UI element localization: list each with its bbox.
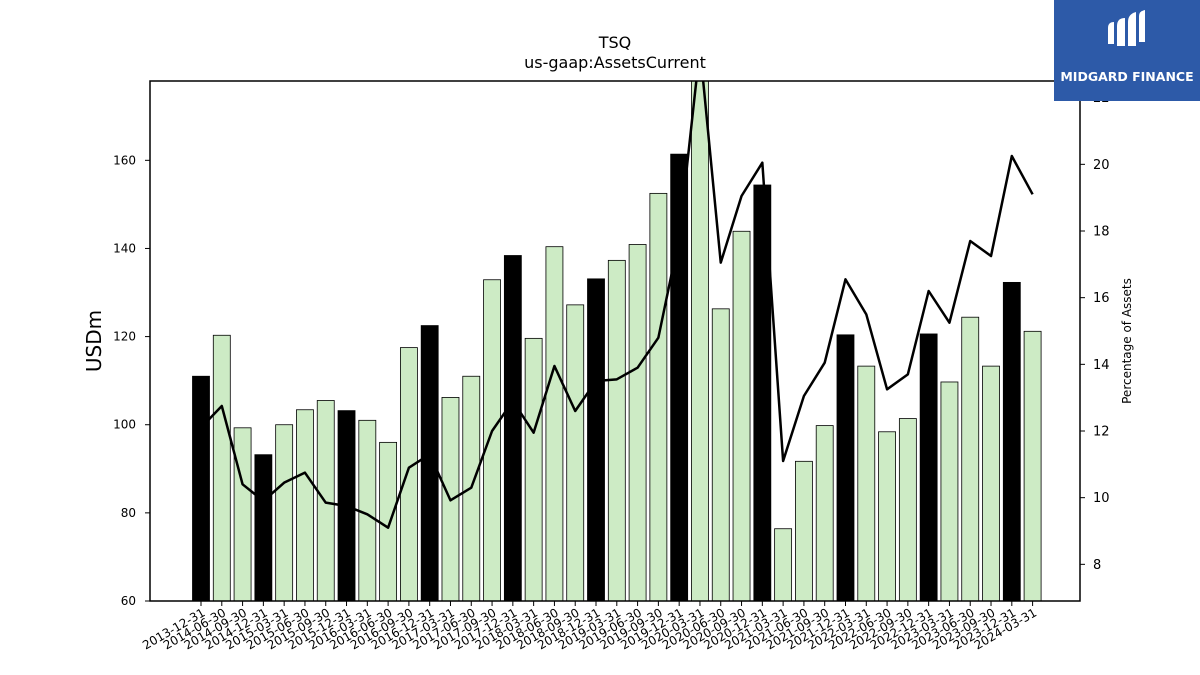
bar bbox=[898, 418, 917, 601]
bar bbox=[649, 192, 668, 601]
y2-axis-label: Percentage of Assets bbox=[1120, 278, 1134, 404]
bar bbox=[503, 255, 522, 601]
bar bbox=[275, 424, 294, 601]
chart-title: TSQ bbox=[598, 33, 632, 52]
line-group bbox=[200, 81, 1034, 529]
midgard-logo-icon bbox=[1108, 10, 1145, 46]
bar bbox=[1002, 281, 1021, 601]
plot-frame bbox=[149, 80, 1081, 602]
bar bbox=[711, 308, 730, 601]
bar bbox=[379, 441, 398, 601]
bar bbox=[545, 246, 564, 601]
bar bbox=[732, 230, 751, 601]
bar bbox=[1023, 330, 1042, 601]
bar bbox=[296, 409, 314, 601]
y2-tick-label: 16 bbox=[1093, 291, 1110, 306]
y-tick-label: 160 bbox=[113, 153, 136, 167]
y-tick-label: 140 bbox=[113, 241, 136, 255]
bar bbox=[857, 365, 876, 601]
bar-group bbox=[192, 81, 1042, 601]
y-axis-left: 60 80 100 120 140 160 bbox=[113, 153, 150, 608]
bar bbox=[587, 278, 605, 601]
bar bbox=[815, 425, 834, 601]
y-axis-label: USDm bbox=[82, 310, 106, 372]
bar bbox=[212, 334, 231, 601]
bar bbox=[774, 528, 793, 601]
chart-subtitle: us-gaap:AssetsCurrent bbox=[524, 53, 706, 72]
y2-tick-label: 12 bbox=[1093, 425, 1110, 440]
bar bbox=[192, 375, 210, 601]
y-tick-label: 100 bbox=[113, 418, 136, 432]
bar bbox=[420, 325, 439, 601]
y-tick-label: 80 bbox=[121, 506, 136, 520]
y-tick-label: 120 bbox=[113, 330, 136, 344]
y2-tick-label: 20 bbox=[1093, 158, 1110, 173]
y2-tick-label: 8 bbox=[1093, 558, 1101, 573]
bar bbox=[878, 431, 896, 601]
y2-tick-label: 10 bbox=[1093, 491, 1110, 506]
y2-tick-label: 14 bbox=[1093, 358, 1110, 373]
brand-logo: MIDGARD FINANCE bbox=[1054, 0, 1200, 101]
bar bbox=[524, 337, 543, 601]
bar bbox=[628, 244, 647, 601]
x-axis: 2013-12-312014-06-302014-09-302014-12-31… bbox=[140, 601, 1039, 652]
bar bbox=[483, 279, 501, 601]
bar bbox=[753, 184, 772, 601]
bar bbox=[233, 427, 252, 601]
series-line bbox=[200, 81, 1034, 529]
y-tick-label: 60 bbox=[121, 594, 136, 608]
bar bbox=[836, 334, 855, 601]
bar bbox=[961, 316, 980, 601]
bar bbox=[982, 365, 1000, 601]
y-axis-right: 810121416182022 bbox=[1080, 91, 1110, 573]
bar bbox=[670, 153, 689, 601]
bar bbox=[919, 333, 938, 601]
bar bbox=[566, 304, 585, 601]
bar bbox=[940, 381, 959, 601]
bar bbox=[691, 81, 709, 601]
bar bbox=[254, 454, 273, 601]
bar bbox=[607, 259, 626, 601]
bar bbox=[399, 347, 418, 601]
brand-name: MIDGARD FINANCE bbox=[1060, 69, 1194, 84]
y2-tick-label: 18 bbox=[1093, 225, 1110, 240]
bar bbox=[795, 460, 813, 601]
